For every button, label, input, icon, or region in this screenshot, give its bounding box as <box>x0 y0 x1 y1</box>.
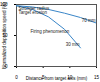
svg-text:70 mm: 70 mm <box>82 18 96 23</box>
svg-text:0: 0 <box>15 75 18 80</box>
svg-text:Stronger radiusTarget erosion: Stronger radiusTarget erosion <box>19 6 51 16</box>
svg-text:15: 15 <box>94 75 100 80</box>
svg-text:Distance from target axis (mm): Distance from target axis (mm) <box>26 76 88 81</box>
svg-text:Firing phenomenon: Firing phenomenon <box>31 29 70 34</box>
svg-text:30 mm: 30 mm <box>66 42 80 47</box>
svg-text:Normalized deposition speed (%: Normalized deposition speed (%) <box>2 2 7 69</box>
